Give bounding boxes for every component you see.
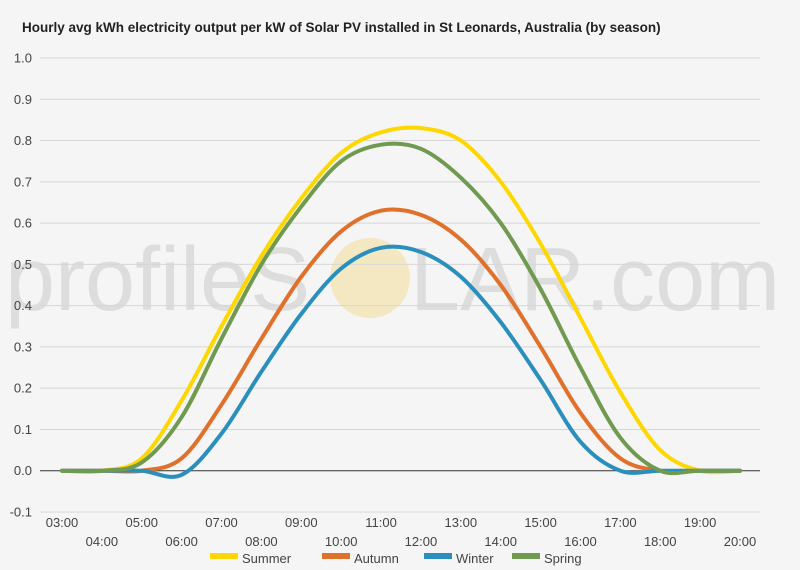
x-tick-label: 19:00 (684, 515, 717, 530)
x-tick-label: 04:00 (86, 534, 119, 549)
watermark-text-left: profileS (5, 230, 310, 330)
x-tick-label: 09:00 (285, 515, 318, 530)
legend-item-summer[interactable]: Summer (210, 551, 292, 566)
x-tick-label: 03:00 (46, 515, 79, 530)
x-tick-label: 08:00 (245, 534, 278, 549)
y-tick-label: 0.3 (14, 339, 32, 354)
y-axis-labels: -0.1 0.0 0.1 0.2 0.3 0.4 0.5 0.6 0.7 0.8 0.9 1.0 (10, 51, 32, 520)
x-tick-label: 05:00 (125, 515, 158, 530)
x-tick-label: 13:00 (445, 515, 478, 530)
y-tick-label: 0.1 (14, 422, 32, 437)
series-lines (60, 125, 742, 479)
x-axis-labels: 03:00 04:00 05:00 06:00 07:00 08:00 09:00 10:00… (46, 515, 757, 549)
legend-item-winter[interactable]: Winter (424, 551, 494, 566)
series-line-spring (60, 141, 742, 476)
watermark-sun-icon (330, 238, 410, 318)
y-tick-label: 0.4 (14, 298, 32, 313)
y-tick-label: 1.0 (14, 51, 32, 66)
x-tick-label: 16:00 (564, 534, 597, 549)
legend-swatch (512, 553, 540, 559)
legend-swatch (424, 553, 452, 559)
y-tick-label: 0.9 (14, 92, 32, 107)
series-line-autumn (60, 207, 742, 474)
y-tick-label: 0.7 (14, 174, 32, 189)
x-tick-label: 12:00 (405, 534, 438, 549)
legend-label: Winter (456, 551, 494, 566)
x-tick-label: 15:00 (524, 515, 557, 530)
series-line-summer (60, 125, 742, 475)
legend-item-autumn[interactable]: Autumn (322, 551, 399, 566)
x-tick-label: 06:00 (165, 534, 198, 549)
legend-label: Summer (242, 551, 292, 566)
chart-title: Hourly avg kWh electricity output per kW… (22, 20, 661, 35)
legend: Summer Autumn Winter Spring (210, 551, 582, 566)
legend-label: Autumn (354, 551, 399, 566)
y-tick-label: 0.6 (14, 216, 32, 231)
watermark: profileS LAR.com (5, 230, 780, 330)
legend-swatch (210, 553, 238, 559)
series-line-winter (60, 244, 742, 479)
x-tick-label: 20:00 (724, 534, 757, 549)
y-tick-label: 0.5 (14, 257, 32, 272)
legend-swatch (322, 553, 350, 559)
x-tick-label: 10:00 (325, 534, 358, 549)
y-tick-label: 0.2 (14, 381, 32, 396)
watermark-text-right: LAR.com (410, 230, 780, 330)
x-tick-label: 17:00 (604, 515, 637, 530)
y-tick-label: -0.1 (10, 505, 32, 520)
x-tick-label: 14:00 (484, 534, 517, 549)
x-tick-label: 11:00 (365, 515, 397, 530)
x-tick-label: 07:00 (205, 515, 238, 530)
x-tick-label: 18:00 (644, 534, 677, 549)
y-tick-label: 0.8 (14, 133, 32, 148)
legend-item-spring[interactable]: Spring (512, 551, 582, 566)
y-tick-label: 0.0 (14, 463, 32, 478)
legend-label: Spring (544, 551, 582, 566)
